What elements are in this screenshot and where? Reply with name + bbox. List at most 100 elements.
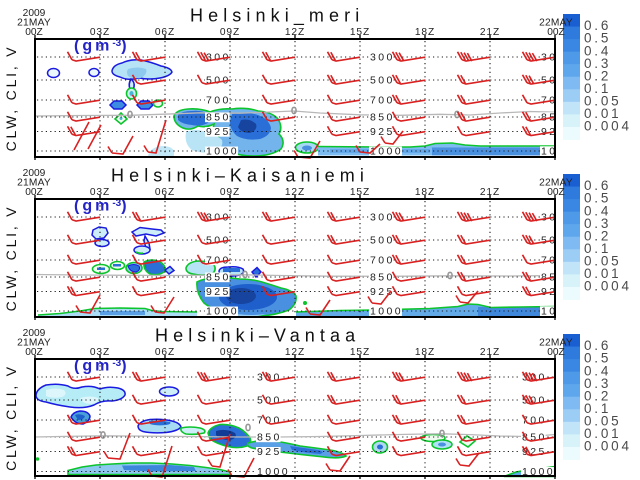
svg-text:700: 700 (370, 255, 395, 267)
svg-text:18Z: 18Z (415, 187, 435, 198)
svg-text:0.05: 0.05 (584, 93, 621, 108)
svg-text:850: 850 (370, 272, 395, 284)
svg-text:21Z: 21Z (480, 187, 500, 198)
svg-text:21MAY: 21MAY (17, 178, 51, 189)
svg-text:850: 850 (257, 432, 282, 444)
svg-text:09Z: 09Z (220, 27, 240, 38)
svg-text:Helsinki_meri: Helsinki_meri (190, 6, 364, 27)
svg-text:700: 700 (370, 95, 395, 107)
svg-text:12Z: 12Z (285, 27, 305, 38)
svg-text:0.3: 0.3 (584, 56, 611, 71)
svg-text:0.6: 0.6 (584, 18, 611, 33)
svg-text:925: 925 (206, 126, 231, 138)
svg-text:06Z: 06Z (155, 347, 175, 358)
svg-text:0: 0 (242, 270, 248, 281)
svg-text:0.4: 0.4 (584, 203, 611, 218)
svg-text:(gm-3): (gm-3) (74, 198, 130, 215)
svg-text:2009: 2009 (23, 168, 46, 179)
svg-text:06Z: 06Z (155, 187, 175, 198)
svg-text:09Z: 09Z (220, 347, 240, 358)
svg-text:1000: 1000 (541, 306, 574, 318)
svg-text:00Z: 00Z (25, 347, 43, 358)
svg-text:Helsinki–Vantaa: Helsinki–Vantaa (155, 326, 360, 346)
svg-text:850: 850 (206, 272, 231, 284)
svg-text:22MAY: 22MAY (539, 178, 573, 189)
svg-text:0.05: 0.05 (584, 253, 621, 268)
svg-text:09Z: 09Z (220, 187, 240, 198)
svg-text:0.05: 0.05 (584, 413, 621, 428)
svg-text:300: 300 (541, 52, 566, 64)
svg-text:850: 850 (541, 272, 566, 284)
svg-text:0: 0 (439, 429, 445, 440)
svg-text:850: 850 (206, 112, 231, 124)
svg-text:300: 300 (370, 52, 395, 64)
svg-text:0.2: 0.2 (584, 68, 611, 83)
svg-text:Helsinki–Kaisaniemi: Helsinki–Kaisaniemi (111, 166, 369, 186)
svg-text:0.6: 0.6 (584, 178, 611, 193)
svg-text:0: 0 (127, 110, 133, 121)
svg-text:03Z: 03Z (90, 347, 110, 358)
svg-text:12Z: 12Z (285, 187, 305, 198)
svg-text:925: 925 (206, 286, 231, 298)
svg-text:500: 500 (541, 75, 566, 87)
svg-text:(gm-3): (gm-3) (74, 38, 130, 55)
svg-text:1000: 1000 (370, 306, 403, 318)
svg-text:500: 500 (370, 75, 395, 87)
svg-text:21MAY: 21MAY (17, 338, 51, 349)
svg-text:03Z: 03Z (90, 27, 110, 38)
svg-text:CLW, CLI, V: CLW, CLI, V (3, 45, 19, 152)
svg-text:CLW, CLI, V: CLW, CLI, V (3, 205, 19, 312)
svg-text:15Z: 15Z (350, 347, 370, 358)
svg-text:0.5: 0.5 (584, 351, 611, 366)
svg-text:06Z: 06Z (155, 27, 175, 38)
svg-text:22MAY: 22MAY (539, 338, 573, 349)
svg-text:18Z: 18Z (415, 347, 435, 358)
svg-text:22MAY: 22MAY (539, 18, 573, 29)
svg-text:0.3: 0.3 (584, 376, 611, 391)
svg-text:2009: 2009 (23, 8, 46, 19)
svg-text:12Z: 12Z (285, 347, 305, 358)
svg-text:925: 925 (370, 286, 395, 298)
svg-text:0: 0 (447, 271, 453, 282)
svg-text:925: 925 (541, 126, 566, 138)
svg-text:0.1: 0.1 (584, 401, 611, 416)
svg-text:00Z: 00Z (547, 187, 565, 198)
svg-text:700: 700 (257, 415, 282, 427)
svg-text:0.01: 0.01 (584, 106, 621, 121)
svg-text:0.004: 0.004 (584, 119, 632, 134)
svg-text:850: 850 (541, 112, 566, 124)
svg-text:300: 300 (541, 212, 566, 224)
svg-text:0.5: 0.5 (584, 31, 611, 46)
svg-text:0: 0 (454, 110, 460, 121)
svg-text:1000: 1000 (206, 146, 239, 158)
svg-text:2009: 2009 (23, 328, 46, 339)
svg-text:0.01: 0.01 (584, 266, 621, 281)
svg-text:00Z: 00Z (547, 27, 565, 38)
svg-text:850: 850 (370, 112, 395, 124)
svg-text:1000: 1000 (541, 146, 574, 158)
svg-text:0.2: 0.2 (584, 228, 611, 243)
svg-text:500: 500 (370, 235, 395, 247)
svg-text:21Z: 21Z (480, 27, 500, 38)
svg-text:0.01: 0.01 (584, 426, 621, 441)
svg-text:00Z: 00Z (547, 347, 565, 358)
svg-text:0.004: 0.004 (584, 279, 632, 294)
svg-text:CLW, CLI, V: CLW, CLI, V (3, 364, 19, 471)
svg-text:0.3: 0.3 (584, 216, 611, 231)
svg-text:15Z: 15Z (350, 187, 370, 198)
svg-text:925: 925 (541, 286, 566, 298)
svg-text:925: 925 (370, 126, 395, 138)
svg-text:1000: 1000 (370, 146, 403, 158)
svg-text:0: 0 (291, 106, 297, 117)
svg-text:03Z: 03Z (90, 187, 110, 198)
svg-text:925: 925 (257, 446, 282, 458)
svg-text:0.5: 0.5 (584, 191, 611, 206)
svg-text:300: 300 (370, 212, 395, 224)
svg-text:1000: 1000 (206, 306, 239, 318)
svg-text:00Z: 00Z (25, 187, 43, 198)
svg-text:700: 700 (541, 95, 566, 107)
svg-text:700: 700 (206, 95, 231, 107)
svg-text:500: 500 (257, 395, 282, 407)
svg-text:00Z: 00Z (25, 27, 43, 38)
svg-text:21Z: 21Z (480, 347, 500, 358)
